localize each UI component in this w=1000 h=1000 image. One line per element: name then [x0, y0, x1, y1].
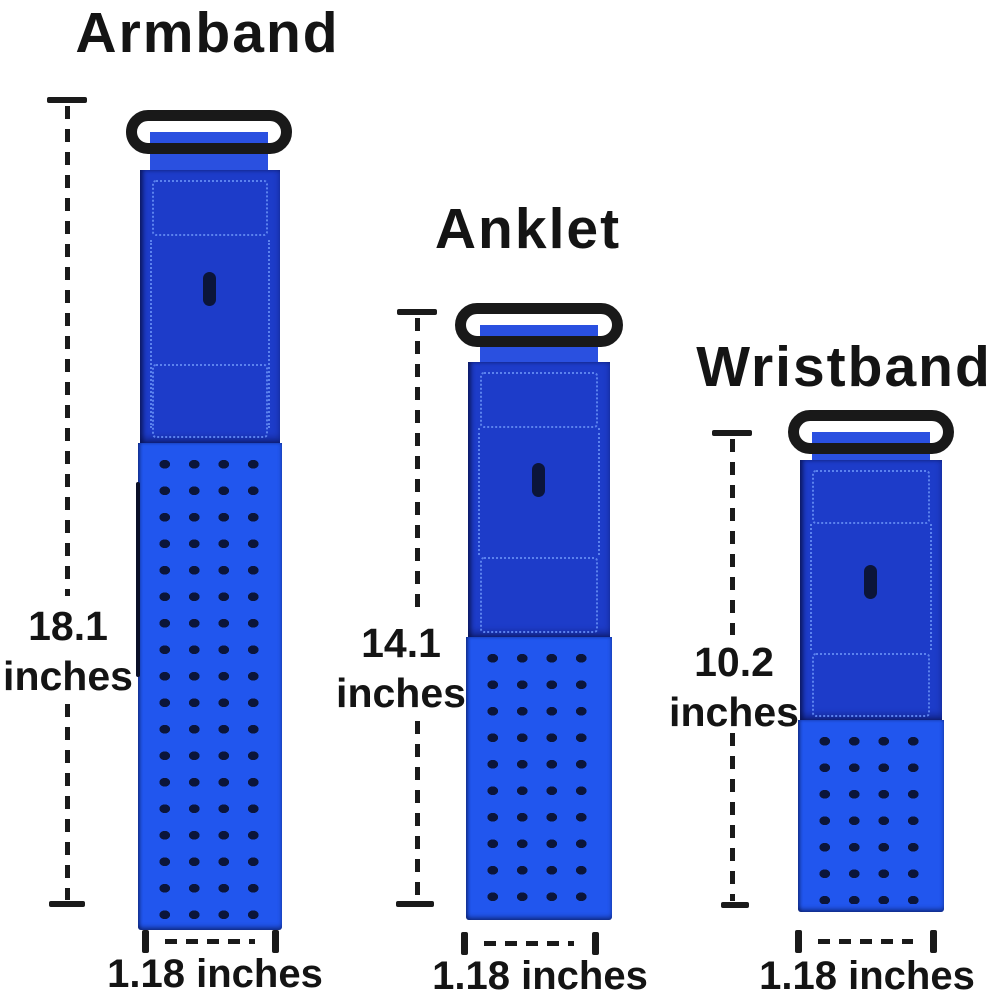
- width-dim-left-tick: [142, 930, 149, 953]
- length-dim-top-cap: [47, 97, 87, 103]
- width-dim-dashed-line: [484, 941, 574, 946]
- length-label-anklet: 14.1 inches: [333, 618, 469, 718]
- length-dim-dashed-line-lower: [65, 704, 70, 900]
- width-dim-left-tick: [795, 930, 802, 953]
- perforation-holes: [478, 645, 600, 912]
- strap-top-loop-section: [480, 325, 598, 365]
- strap-stitched-patch-bottom: [812, 653, 930, 717]
- length-value: 14.1: [361, 620, 441, 666]
- width-dim-dashed-line: [165, 939, 255, 944]
- length-dim-dashed-line-lower: [415, 721, 420, 900]
- strap-perforated-section: [798, 720, 944, 912]
- width-label-armband: 1.18 inches: [107, 952, 323, 996]
- length-dim-dashed-line-upper: [65, 106, 70, 596]
- length-label-wristband: 10.2 inches: [666, 637, 802, 737]
- strap-stitched-patch-bottom: [480, 557, 598, 633]
- strap-slot-cutout: [864, 565, 877, 599]
- length-value: 18.1: [28, 603, 108, 649]
- length-value: 10.2: [694, 639, 774, 685]
- strap-stitched-panel-middle: [478, 428, 600, 555]
- perforation-holes: [150, 451, 270, 922]
- width-dim-right-tick: [592, 932, 599, 955]
- width-dim-right-tick: [272, 930, 279, 953]
- strap-stitched-patch-top: [152, 180, 268, 236]
- strap-slot-cutout: [532, 463, 545, 497]
- strap-top-loop-section: [150, 132, 268, 172]
- perforation-holes: [810, 728, 932, 904]
- length-dim-top-cap: [712, 430, 752, 436]
- strap-stitched-patch-bottom: [152, 364, 268, 438]
- width-label-anklet: 1.18 inches: [432, 954, 648, 998]
- length-unit: inches: [669, 689, 799, 735]
- strap-buckle-ring: [126, 110, 292, 154]
- strap-velcro-section: [800, 460, 942, 720]
- strap-stitched-patch-top: [480, 372, 598, 428]
- length-dim-bottom-cap: [396, 901, 434, 907]
- strap-buckle-ring: [455, 303, 623, 347]
- strap-stitched-patch-top: [812, 470, 930, 524]
- strap-buckle-ring: [788, 410, 954, 454]
- length-unit: inches: [336, 670, 466, 716]
- width-dim-left-tick: [461, 932, 468, 955]
- band-title-wristband: Wristband: [696, 335, 992, 399]
- length-label-armband: 18.1 inches: [0, 601, 136, 701]
- strap-perforated-section: [138, 443, 282, 930]
- length-dim-top-cap: [397, 309, 437, 315]
- strap-perforated-section: [466, 637, 612, 920]
- strap-velcro-section: [468, 362, 610, 637]
- length-dim-bottom-cap: [721, 902, 749, 908]
- band-title-armband: Armband: [75, 1, 340, 65]
- length-dim-dashed-line-upper: [415, 318, 420, 614]
- length-dim-dashed-line-lower: [730, 733, 735, 901]
- strap-stitched-panel-middle: [810, 524, 932, 650]
- strap-edge-shadow: [136, 482, 140, 677]
- width-dim-dashed-line: [818, 939, 913, 944]
- strap-top-loop-section: [812, 432, 930, 468]
- band-title-anklet: Anklet: [434, 197, 622, 261]
- length-unit: inches: [3, 653, 133, 699]
- width-label-wristband: 1.18 inches: [759, 954, 975, 998]
- width-dim-right-tick: [930, 930, 937, 953]
- strap-velcro-section: [140, 170, 280, 443]
- strap-slot-cutout: [203, 272, 216, 306]
- strap-stitched-panel-middle: [150, 240, 270, 428]
- length-dim-bottom-cap: [49, 901, 85, 907]
- length-dim-dashed-line-upper: [730, 439, 735, 635]
